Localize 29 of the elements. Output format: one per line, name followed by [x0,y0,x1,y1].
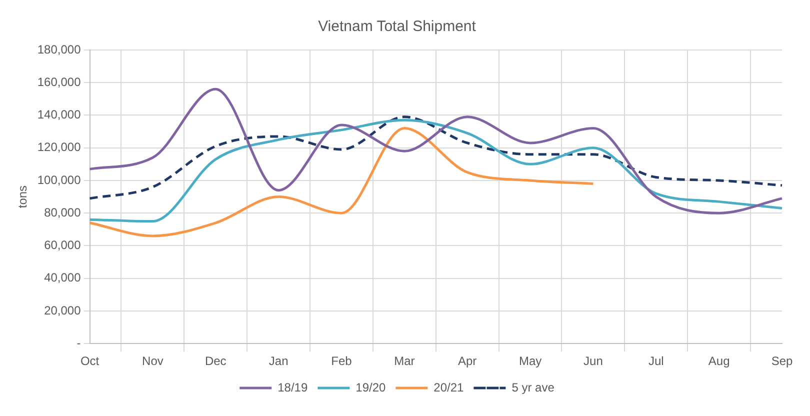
legend-label: 19/20 [356,380,386,394]
chart-title: Vietnam Total Shipment [318,18,477,36]
x-tick-label: Jul [648,354,664,368]
x-tick-label: Aug [708,354,730,368]
y-axis-title: tons [16,185,30,208]
legend-label: 18/19 [278,380,308,394]
y-tick-label: 120,000 [37,140,82,154]
x-tick-label: Dec [204,354,226,368]
x-tick-label: Mar [394,354,415,368]
x-tick-label: Jan [268,354,288,368]
y-tick-label: 20,000 [44,303,82,318]
y-tick-label: 140,000 [37,108,82,122]
y-tick-label: 180,000 [37,42,82,56]
legend-label: 5 yr ave [512,380,555,394]
x-tick-label: Apr [458,354,477,368]
line-series [88,127,594,238]
x-tick-label: Nov [142,354,164,368]
x-tick-label: May [518,354,542,368]
y-tick-label: 80,000 [44,205,82,220]
y-tick-label: 40,000 [44,270,82,285]
x-tick-label: Sep [771,354,793,368]
x-tick-label: Feb [331,354,352,368]
x-tick-label: Jun [584,354,603,368]
y-tick-label: - [76,336,81,350]
y-tick-label: 160,000 [37,74,82,89]
y-tick-label: 100,000 [37,172,82,187]
x-tick-label: Oct [80,354,100,368]
y-tick-label: 60,000 [44,238,82,252]
legend-label: 20/21 [434,380,464,394]
